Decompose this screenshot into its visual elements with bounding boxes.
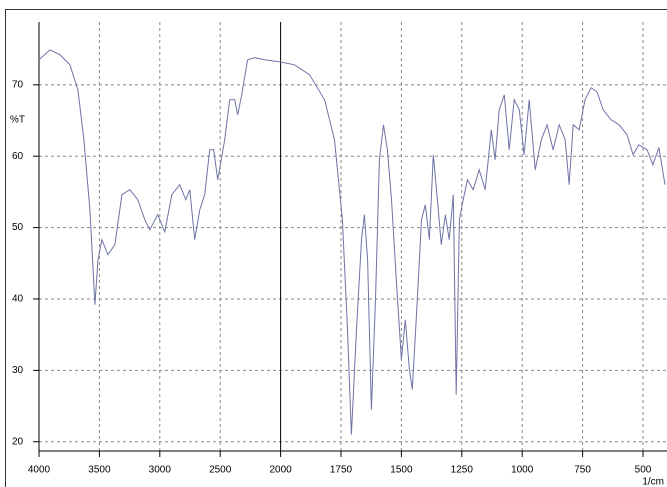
x-tick-label: 1000 <box>511 465 534 476</box>
x-tick-label: 2000 <box>269 465 292 476</box>
x-tick-label: 3000 <box>149 465 172 476</box>
y-tick-label: 20 <box>12 436 24 447</box>
y-tick-label: 70 <box>12 79 24 90</box>
x-tick-label: 1750 <box>330 465 353 476</box>
x-axis-label: 1/cm <box>642 477 664 487</box>
y-tick-label: 60 <box>12 151 24 162</box>
x-tick-label: 1500 <box>390 465 413 476</box>
x-tick-label: 500 <box>635 465 652 476</box>
spectrum-line <box>38 49 666 435</box>
y-tick-label: 40 <box>12 294 24 305</box>
x-tick-label: 2500 <box>209 465 232 476</box>
y-axis-label: %T <box>10 115 25 126</box>
y-tick-label: 30 <box>12 365 24 376</box>
x-tick-label: 3500 <box>88 465 111 476</box>
x-tick-label: 4000 <box>28 465 51 476</box>
x-tick-label: 750 <box>574 465 591 476</box>
x-tick-label: 1250 <box>451 465 474 476</box>
y-tick-label: 50 <box>12 222 24 233</box>
frame <box>5 9 667 487</box>
